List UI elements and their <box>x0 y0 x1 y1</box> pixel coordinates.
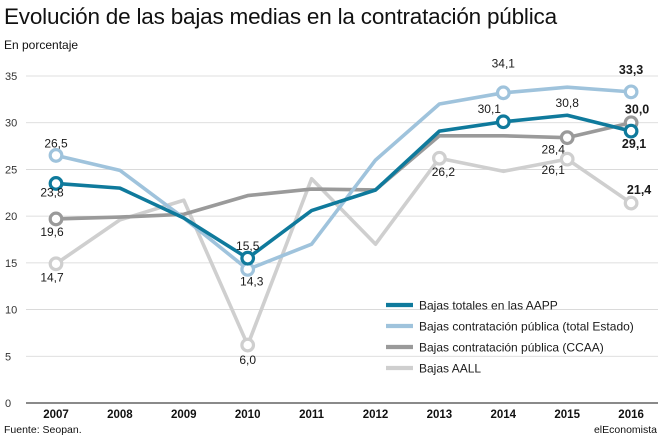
data-label: 6,0 <box>239 353 256 367</box>
legend-label: Bajas totales en las AAPP <box>419 299 558 313</box>
data-label: 30,0 <box>625 103 649 117</box>
legend-label: Bajas contratación pública (CCAA) <box>419 341 604 355</box>
x-tick-label: 2015 <box>554 409 580 420</box>
chart-subtitle: En porcentaje <box>4 38 79 52</box>
data-label: 19,6 <box>40 225 64 239</box>
data-point-marker <box>48 256 64 272</box>
data-point-marker <box>495 85 511 101</box>
y-tick-label: 20 <box>5 211 17 223</box>
data-label: 29,1 <box>622 137 646 151</box>
series-line-2 <box>54 85 633 272</box>
y-tick-label: 30 <box>5 118 17 130</box>
data-label: 28,4 <box>542 143 566 157</box>
x-tick-label: 2011 <box>299 409 325 420</box>
data-point-marker <box>559 130 575 146</box>
y-tick-label: 35 <box>5 71 17 83</box>
x-tick-label: 2012 <box>363 409 389 420</box>
x-tick-label: 2013 <box>427 409 453 420</box>
data-point-marker <box>495 114 511 130</box>
data-label: 26,1 <box>542 163 566 177</box>
x-tick-label: 2010 <box>235 409 261 420</box>
data-point-marker <box>48 148 64 163</box>
y-tick-label: 25 <box>5 164 17 176</box>
y-tick-label: 15 <box>5 258 17 270</box>
data-point-marker <box>240 250 256 266</box>
legend-label: Bajas AALL <box>419 362 481 376</box>
data-label: 26,2 <box>432 165 456 179</box>
brand-logo: elEconomista <box>593 424 657 436</box>
data-label: 33,3 <box>619 63 643 77</box>
data-point-marker <box>48 211 64 227</box>
data-point-marker <box>623 195 639 211</box>
data-point-marker <box>559 151 575 167</box>
series-line-3 <box>54 120 633 221</box>
data-point-marker <box>48 176 64 191</box>
y-tick-label: 5 <box>5 351 11 363</box>
data-point-marker <box>623 123 639 139</box>
data-point-marker <box>623 84 639 100</box>
data-label: 26,5 <box>44 136 68 150</box>
data-label: 15,5 <box>236 239 260 253</box>
series-line-4 <box>54 156 633 347</box>
data-label: 34,1 <box>492 56 516 70</box>
data-label: 30,8 <box>556 96 580 110</box>
data-label: 21,4 <box>627 183 651 197</box>
y-tick-label: 0 <box>5 398 11 410</box>
data-label: 14,7 <box>40 271 64 285</box>
series-line-1 <box>54 113 633 260</box>
data-point-marker <box>432 150 447 166</box>
line-chart: 0 5 10 15 20 25 30 35 2007 2008 2009 2010 2011 2012 20… <box>5 56 658 420</box>
data-label: 23,8 <box>40 186 64 200</box>
source-note: Fuente: Seopan. <box>4 424 82 436</box>
data-point-marker <box>240 337 256 353</box>
y-tick-label: 10 <box>5 305 17 317</box>
x-tick-label: 2014 <box>491 409 517 420</box>
x-tick-label: 2009 <box>171 409 197 420</box>
legend-label: Bajas contratación pública (total Estado… <box>419 320 634 334</box>
x-tick-label: 2008 <box>107 409 133 420</box>
data-label: 14,3 <box>240 274 264 288</box>
x-tick-label: 2016 <box>618 409 644 420</box>
x-tick-label: 2007 <box>43 409 69 420</box>
data-label: 30,1 <box>478 102 502 116</box>
chart-title: Evolución de las bajas medias en la cont… <box>4 4 557 29</box>
